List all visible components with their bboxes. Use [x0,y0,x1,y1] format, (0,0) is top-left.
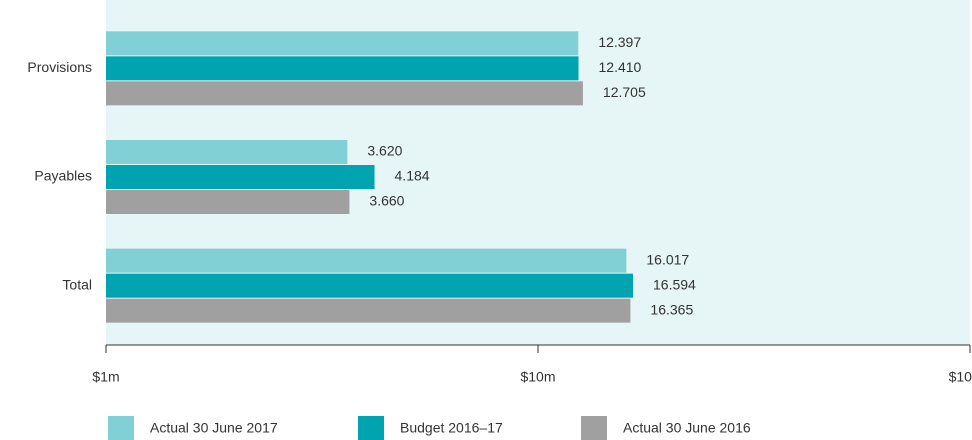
value-label: 12.397 [598,34,641,50]
legend-swatch [581,416,607,440]
bar [106,81,583,106]
x-tick-label: $100m [949,369,972,385]
legend-swatch [108,416,134,440]
legend-label: Budget 2016–17 [400,420,503,436]
bar [106,273,634,298]
category-label: Total [62,276,92,292]
value-label: 12.410 [599,59,642,75]
bar [106,248,627,273]
legend-swatch [358,416,384,440]
value-label: 16.365 [650,301,693,317]
value-label: 3.660 [369,193,404,209]
x-tick-label: $10m [520,369,555,385]
value-label: 16.594 [653,276,696,292]
category-label: Payables [34,168,92,184]
legend-label: Actual 30 June 2017 [150,420,278,436]
bar [106,31,579,56]
bar [106,56,579,81]
value-label: 4.184 [395,168,430,184]
bar [106,298,631,323]
x-tick-label: $1m [92,369,119,385]
value-label: 3.620 [367,143,402,159]
bar [106,140,348,164]
bar [106,165,375,189]
value-label: 16.017 [646,251,689,267]
bar [106,190,350,214]
legend-label: Actual 30 June 2016 [623,420,751,436]
value-label: 12.705 [603,84,646,100]
category-label: Provisions [27,59,92,75]
